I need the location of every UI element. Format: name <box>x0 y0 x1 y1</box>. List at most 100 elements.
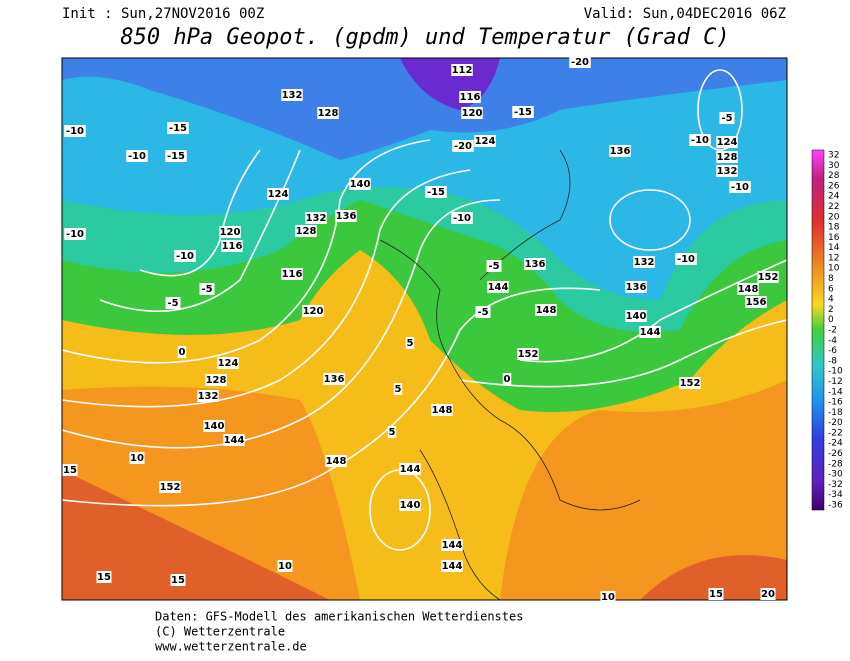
contour-label: 128 <box>318 108 339 119</box>
contour-label-bg <box>317 107 339 119</box>
contour-label: 140 <box>400 500 421 511</box>
contour-label: 136 <box>525 259 546 270</box>
contour-label: 10 <box>130 453 144 464</box>
contour-label-bg <box>633 256 655 268</box>
colorbar-label: -30 <box>828 470 843 480</box>
contour-label-bg <box>174 250 196 262</box>
contour-label: 0 <box>504 374 511 385</box>
contour-label: -15 <box>167 151 185 162</box>
colorbar-label: 32 <box>828 151 839 161</box>
contour-label: 136 <box>336 211 357 222</box>
contour-label-bg <box>177 346 187 358</box>
contour-label-bg <box>512 106 534 118</box>
init-time: Init : Sun,27NOV2016 00Z <box>62 6 264 22</box>
contour-label-bg <box>203 420 225 432</box>
colorbar-label: 0 <box>828 315 834 325</box>
contour-label: 140 <box>204 421 225 432</box>
contour-label: 15 <box>709 589 723 600</box>
colorbar-label: 22 <box>828 202 839 212</box>
contour-label-bg <box>737 283 759 295</box>
contour-label-bg <box>277 560 293 572</box>
contour-label-bg <box>281 89 303 101</box>
contour-label-bg <box>502 373 512 385</box>
contour-label-bg <box>399 463 421 475</box>
contour-label: 120 <box>303 306 324 317</box>
contour-label-bg <box>64 125 86 137</box>
contour-label-bg <box>199 283 215 295</box>
colorbar-label: 8 <box>828 274 834 284</box>
contour-label-bg <box>281 268 303 280</box>
contour-label: 20 <box>761 589 775 600</box>
contour-label-bg <box>716 165 738 177</box>
colorbar-label: 12 <box>828 253 839 263</box>
colorbar-label: -16 <box>828 398 843 408</box>
colorbar-label: -36 <box>828 501 843 511</box>
colorbar-label: -12 <box>828 377 843 387</box>
contour-label-bg <box>679 377 701 389</box>
contour-label: -5 <box>721 113 732 124</box>
contour-label-bg <box>217 357 239 369</box>
colorbar-label: -18 <box>828 408 843 418</box>
contour-label-bg <box>609 145 631 157</box>
footer-line: (C) Wetterzentrale <box>155 625 285 639</box>
contour-label-bg <box>716 136 738 148</box>
contour-label-bg <box>205 374 227 386</box>
contour-label-bg <box>305 212 327 224</box>
contour-label: -10 <box>453 213 471 224</box>
contour-label-bg <box>325 455 347 467</box>
colorbar-label: -28 <box>828 459 843 469</box>
contour-label-bg <box>524 258 546 270</box>
contour-label: 136 <box>324 374 345 385</box>
colorbar-label: -26 <box>828 449 843 459</box>
contour-label: 5 <box>395 384 402 395</box>
contour-label: 144 <box>400 464 421 475</box>
contour-label: 140 <box>350 179 371 190</box>
contour-label-bg <box>757 271 779 283</box>
contour-label-bg <box>729 181 751 193</box>
contour-label-bg <box>451 212 473 224</box>
contour-label-bg <box>64 228 86 240</box>
valid-time: Valid: Sun,04DEC2016 06Z <box>584 6 786 22</box>
contour-label: 144 <box>224 435 245 446</box>
contour-label-bg <box>675 253 697 265</box>
contour-label-bg <box>569 56 591 68</box>
contour-label: 136 <box>626 282 647 293</box>
contour-label: 152 <box>758 272 779 283</box>
contour-label: 0 <box>179 347 186 358</box>
colorbar-label: -34 <box>828 490 843 500</box>
contour-label: -5 <box>167 298 178 309</box>
map-field <box>62 58 787 600</box>
colorbar-label: 2 <box>828 305 834 315</box>
contour-label: 136 <box>610 146 631 157</box>
contour-label-bg <box>474 135 496 147</box>
contour-label-bg <box>441 560 463 572</box>
colorbar-label: -32 <box>828 480 843 490</box>
contour-label: 112 <box>452 65 473 76</box>
colorbar-label: 4 <box>828 295 834 305</box>
colorbar-label: 16 <box>828 233 840 243</box>
colorbar-label: 24 <box>828 192 840 202</box>
footer-line: Daten: GFS-Modell des amerikanischen Wet… <box>155 610 523 624</box>
contour-label: 15 <box>97 572 111 583</box>
contour-label-bg <box>716 151 738 163</box>
colorbar-label: -6 <box>828 346 837 356</box>
footer-line: www.wetterzentrale.de <box>155 640 307 654</box>
contour-label-bg <box>170 574 186 586</box>
contour-label-bg <box>517 348 539 360</box>
contour-label: -5 <box>477 307 488 318</box>
contour-label: 128 <box>206 375 227 386</box>
contour-label: -5 <box>488 261 499 272</box>
contour-label: 132 <box>306 213 327 224</box>
contour-label: 5 <box>389 427 396 438</box>
contour-label-bg <box>689 134 711 146</box>
contour-label-bg <box>221 240 243 252</box>
contour-label: 132 <box>634 257 655 268</box>
contour-label: 132 <box>198 391 219 402</box>
contour-label: 15 <box>63 465 77 476</box>
contour-label-bg <box>129 452 145 464</box>
contour-label-bg <box>62 464 78 476</box>
contour-label: 144 <box>488 282 509 293</box>
colorbar-label: -4 <box>828 336 837 346</box>
contour-label-bg <box>431 404 453 416</box>
